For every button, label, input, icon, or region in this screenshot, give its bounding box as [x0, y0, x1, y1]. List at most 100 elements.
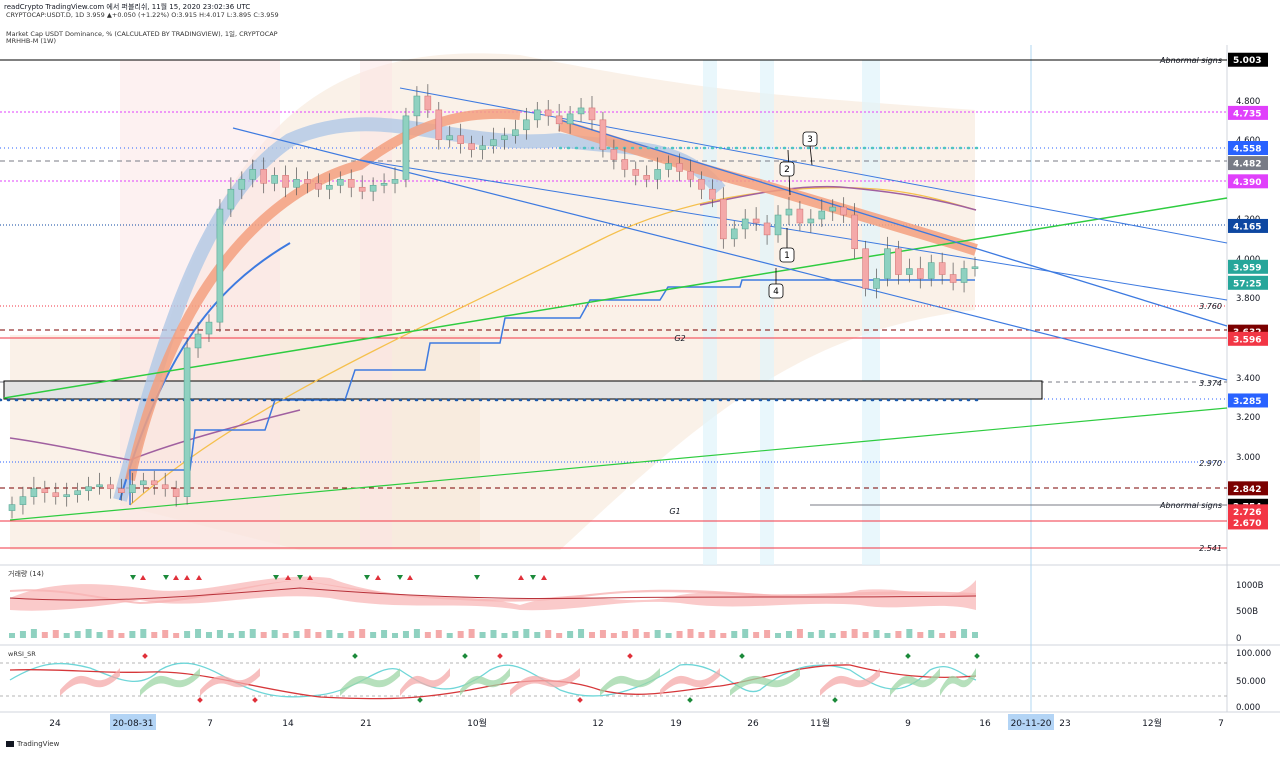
candle-body: [205, 321, 213, 335]
price-tag: [1228, 174, 1268, 189]
osc-tick: 0.000: [1236, 703, 1260, 713]
oscillator-marker: [142, 653, 148, 659]
candle-body: [74, 490, 81, 495]
price-tag: [1228, 481, 1268, 496]
price-tag-label: 4.165: [1233, 222, 1261, 232]
candle-body: [304, 179, 311, 184]
candle-body: [435, 109, 443, 140]
candle-body: [227, 188, 235, 210]
volume-bar: [381, 630, 388, 638]
candle-body: [96, 484, 103, 488]
volume-bar: [950, 631, 957, 638]
candle-body: [172, 488, 180, 497]
price-tag: [1228, 515, 1268, 530]
signal-marker: [173, 575, 179, 580]
volume-bar: [884, 633, 891, 638]
candle-body: [566, 113, 574, 125]
candle-body: [282, 175, 289, 188]
brand-name: TradingView: [17, 740, 60, 748]
oscillator-ribbon: [60, 668, 120, 696]
volume-bar: [216, 630, 223, 638]
candle-body: [140, 480, 147, 486]
volume-bar: [775, 633, 782, 638]
signal-marker: [397, 575, 403, 580]
volume-bar: [370, 632, 377, 638]
volume-bar: [796, 629, 803, 638]
volume-bar: [63, 633, 70, 638]
volume-bar: [862, 632, 869, 638]
volume-bar: [184, 631, 191, 638]
callout-4: 4: [773, 287, 779, 297]
volume-bar: [424, 632, 431, 638]
volume-bar: [107, 630, 114, 638]
candle-body: [479, 145, 486, 150]
dot-levels: [0, 146, 982, 402]
candle-body: [643, 175, 651, 180]
volume-bar: [709, 630, 716, 638]
volume-tick: 1000B: [1236, 581, 1264, 591]
oscillator-ribbon: [200, 668, 260, 696]
y-tick: 3.200: [1236, 413, 1260, 423]
signal-marker: [297, 575, 303, 580]
volume-bar: [632, 629, 639, 638]
price-tag-label: 4.735: [1233, 109, 1261, 119]
volume-panel: 거래량 (14) 1000B 500B 0: [8, 569, 1264, 644]
candle-body: [468, 143, 475, 150]
oscillator-marker: [577, 697, 583, 703]
signal-marker: [518, 575, 524, 580]
signal-marker: [285, 575, 291, 580]
oscillator-title: wRSI_SR: [8, 650, 36, 658]
signal-marker: [474, 575, 480, 580]
annotation-g2: G2: [674, 334, 685, 343]
candle-body: [949, 274, 957, 283]
signal-marker: [375, 575, 381, 580]
price-tag: [1228, 105, 1268, 120]
volume-bar: [698, 632, 705, 638]
oscillator-marker: [462, 653, 468, 659]
volume-bar: [238, 631, 245, 638]
volume-bar: [468, 629, 475, 638]
oscillator-marker: [974, 653, 980, 659]
candle-body: [194, 333, 202, 349]
signal-marker: [196, 575, 202, 580]
signal-marker: [163, 575, 169, 580]
annotation-2541: 2.541: [1199, 544, 1222, 553]
price-tag-label: 4.482: [1233, 160, 1261, 170]
candle-body: [293, 179, 300, 188]
callout-3: 3: [807, 135, 813, 145]
oscillator-marker: [627, 653, 633, 659]
volume-bar: [293, 631, 300, 638]
candle-body: [610, 149, 618, 160]
signal-marker: [407, 575, 413, 580]
volume-bar: [851, 629, 858, 638]
candle-body: [818, 210, 826, 220]
oscillator-marker: [352, 653, 358, 659]
signal-marker: [184, 575, 190, 580]
price-tag: [1228, 140, 1268, 155]
candle-body: [588, 107, 596, 121]
annotation-3374: 3.374: [1199, 379, 1222, 388]
publish-info: readCrypto TradingView.com 에서 퍼블리쉬, 11월 …: [4, 3, 251, 11]
volume-bar: [227, 633, 234, 638]
volume-bar: [610, 633, 617, 638]
candle-body: [895, 248, 902, 275]
candle-body: [829, 206, 837, 212]
candle-body: [326, 184, 333, 190]
volume-bar: [140, 629, 147, 638]
candle-body: [971, 266, 979, 269]
volume-bar: [9, 633, 15, 638]
price-tag-label: 2.670: [1233, 519, 1261, 529]
volume-bar: [621, 631, 628, 638]
oscillator-ribbon: [510, 668, 580, 696]
candle-body: [216, 208, 224, 323]
x-tick: 11월: [810, 717, 830, 729]
x-tick: 12: [592, 719, 603, 729]
volume-bar: [195, 629, 202, 638]
candle-body: [402, 115, 410, 180]
volume-bar: [818, 630, 825, 638]
oscillator-ribbon: [730, 668, 800, 696]
candle-body: [369, 184, 377, 192]
volume-bar: [556, 633, 563, 638]
